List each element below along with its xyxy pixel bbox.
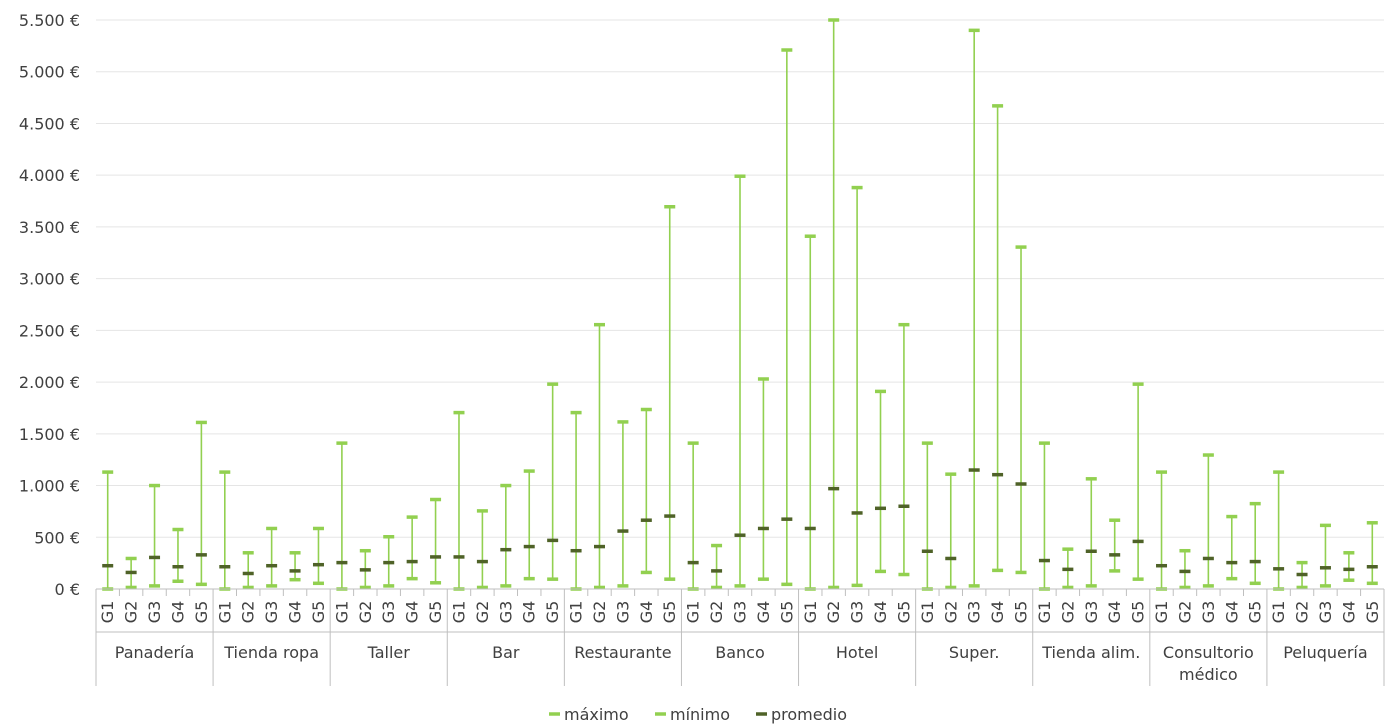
- x-subcategory-label: G4: [754, 601, 773, 624]
- x-subcategory-label: G5: [1246, 601, 1265, 624]
- x-group-label: médico: [1179, 665, 1238, 684]
- x-subcategory-label: G2: [824, 601, 843, 624]
- y-tick-label: 4.500 €: [19, 114, 80, 133]
- x-subcategory-label: G4: [520, 601, 539, 624]
- y-tick-label: 4.000 €: [19, 166, 80, 185]
- y-tick-label: 3.000 €: [19, 270, 80, 289]
- y-tick-label: 5.500 €: [19, 11, 80, 30]
- x-subcategory-label: G3: [1082, 601, 1101, 624]
- x-subcategory-label: G2: [122, 601, 141, 624]
- x-subcategory-label: G4: [1339, 601, 1358, 624]
- x-subcategory-label: G2: [590, 601, 609, 624]
- x-subcategory-label: G5: [894, 601, 913, 624]
- x-group-label: Hotel: [836, 643, 878, 662]
- x-subcategory-label: G5: [1012, 601, 1031, 624]
- x-subcategory-label: G4: [286, 601, 305, 624]
- y-tick-label: 5.000 €: [19, 63, 80, 82]
- x-subcategory-label: G4: [403, 601, 422, 624]
- x-subcategory-label: G5: [309, 601, 328, 624]
- x-subcategory-label: G4: [168, 601, 187, 624]
- x-group-label: Tienda alim.: [1041, 643, 1140, 662]
- legend-label-minimo: mínimo: [670, 705, 730, 724]
- x-subcategory-label: G3: [965, 601, 984, 624]
- x-subcategory-label: G1: [918, 601, 937, 624]
- x-subcategory-label: G4: [637, 601, 656, 624]
- x-subcategory-label: G2: [707, 601, 726, 624]
- x-subcategory-label: G1: [1269, 601, 1288, 624]
- x-group-label: Restaurante: [574, 643, 671, 662]
- x-subcategory-label: G5: [426, 601, 445, 624]
- x-subcategory-label: G4: [1222, 601, 1241, 624]
- x-subcategory-label: G3: [731, 601, 750, 624]
- x-subcategory-label: G5: [660, 601, 679, 624]
- x-subcategory-label: G2: [1293, 601, 1312, 624]
- legend: máximo mínimo promedio: [549, 705, 847, 724]
- x-subcategory-label: G1: [684, 601, 703, 624]
- x-subcategory-label: G2: [941, 601, 960, 624]
- x-subcategory-label: G1: [1152, 601, 1171, 624]
- legend-label-maximo: máximo: [564, 705, 629, 724]
- x-subcategory-label: G4: [988, 601, 1007, 624]
- x-subcategory-label: G3: [145, 601, 164, 624]
- x-subcategory-label: G1: [98, 601, 117, 624]
- y-tick-label: 1.500 €: [19, 425, 80, 444]
- x-subcategory-label: G5: [777, 601, 796, 624]
- x-group-label: Peluquería: [1283, 643, 1367, 662]
- x-group-label: Panadería: [115, 643, 195, 662]
- x-subcategory-label: G5: [1129, 601, 1148, 624]
- x-subcategory-label: G5: [543, 601, 562, 624]
- y-tick-label: 2.000 €: [19, 373, 80, 392]
- x-subcategory-label: G3: [1199, 601, 1218, 624]
- x-subcategory-label: G2: [239, 601, 258, 624]
- x-subcategory-label: G1: [449, 601, 468, 624]
- x-subcategory-label: G2: [356, 601, 375, 624]
- x-group-label: Taller: [367, 643, 411, 662]
- x-group-label: Banco: [715, 643, 765, 662]
- x-subcategory-label: G4: [871, 601, 890, 624]
- x-subcategory-label: G3: [379, 601, 398, 624]
- x-subcategory-label: G2: [1175, 601, 1194, 624]
- x-group-label: Bar: [492, 643, 520, 662]
- x-group-label: Tienda ropa: [223, 643, 319, 662]
- x-group-label: Super.: [949, 643, 1000, 662]
- x-subcategory-label: G2: [473, 601, 492, 624]
- y-axis-tick-labels: 0 € 500 € 1.000 € 1.500 € 2.000 € 2.500 € 3.00…: [19, 11, 80, 599]
- x-subcategory-label: G5: [192, 601, 211, 624]
- x-group-label: Consultorio: [1163, 643, 1254, 662]
- y-tick-label: 0 €: [55, 580, 80, 599]
- y-tick-label: 1.000 €: [19, 477, 80, 496]
- plot-area: [102, 18, 1378, 591]
- x-subcategory-label: G3: [1316, 601, 1335, 624]
- x-subcategory-label: G1: [332, 601, 351, 624]
- y-tick-label: 3.500 €: [19, 218, 80, 237]
- x-subcategory-label: G5: [1363, 601, 1382, 624]
- x-subcategory-label: G1: [215, 601, 234, 624]
- x-subcategory-label: G1: [1035, 601, 1054, 624]
- x-subcategory-label: G3: [613, 601, 632, 624]
- x-subcategory-label: G2: [1058, 601, 1077, 624]
- x-subcategory-label: G3: [848, 601, 867, 624]
- x-subcategory-label: G1: [801, 601, 820, 624]
- y-tick-label: 500 €: [34, 528, 80, 547]
- x-subcategory-label: G1: [567, 601, 586, 624]
- y-tick-label: 2.500 €: [19, 321, 80, 340]
- legend-label-promedio: promedio: [771, 705, 847, 724]
- x-subcategory-label: G3: [262, 601, 281, 624]
- x-subcategory-label: G3: [496, 601, 515, 624]
- x-subcategory-label: G4: [1105, 601, 1124, 624]
